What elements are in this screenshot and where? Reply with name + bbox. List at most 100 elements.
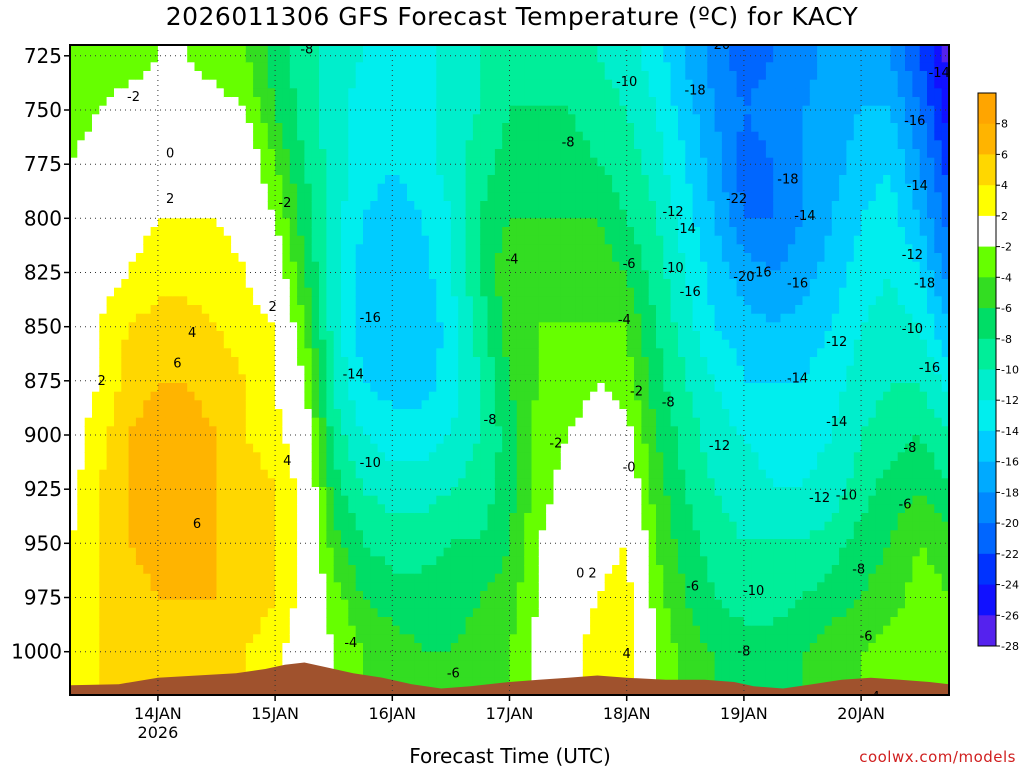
temperature-cell (289, 45, 298, 55)
temperature-cell (187, 114, 196, 124)
temperature-cell (253, 305, 261, 315)
temperature-cell (282, 651, 291, 661)
temperature-cell (223, 97, 232, 107)
temperature-cell (538, 339, 547, 349)
temperature-cell (311, 192, 320, 202)
temperature-cell (275, 400, 283, 410)
temperature-cell (392, 114, 401, 124)
temperature-cell (524, 513, 533, 523)
temperature-cell (187, 313, 196, 323)
temperature-cell (399, 461, 408, 471)
temperature-cell (187, 625, 196, 635)
temperature-cell (494, 140, 503, 150)
temperature-cell (99, 556, 108, 566)
temperature-cell (385, 660, 393, 670)
temperature-cell (465, 617, 474, 627)
temperature-cell (355, 140, 364, 150)
temperature-cell (150, 383, 159, 393)
temperature-cell (494, 79, 503, 89)
temperature-cell (84, 504, 93, 514)
temperature-cell (385, 114, 393, 124)
temperature-cell (370, 565, 379, 575)
temperature-cell (363, 149, 371, 159)
temperature-cell (355, 365, 364, 375)
temperature-cell (194, 253, 203, 263)
temperature-cell (253, 53, 261, 63)
temperature-cell (487, 582, 496, 592)
temperature-cell (450, 227, 459, 237)
temperature-cell (121, 409, 130, 419)
temperature-cell (297, 391, 305, 401)
temperature-cell (165, 45, 174, 55)
temperature-cell (209, 131, 218, 141)
temperature-cell (458, 556, 467, 566)
temperature-cell (157, 513, 166, 523)
temperature-cell (538, 634, 547, 644)
temperature-cell (92, 71, 100, 81)
temperature-cell (407, 218, 415, 228)
temperature-cell (70, 426, 78, 436)
temperature-cell (201, 192, 210, 202)
temperature-cell (465, 227, 474, 237)
temperature-cell (128, 504, 137, 514)
temperature-cell (392, 669, 401, 679)
temperature-cell (326, 305, 335, 315)
temperature-cell (238, 625, 247, 635)
temperature-cell (443, 565, 452, 575)
temperature-cell (106, 426, 115, 436)
temperature-cell (216, 565, 225, 575)
temperature-cell (553, 409, 562, 419)
temperature-cell (487, 556, 496, 566)
temperature-cell (363, 547, 371, 557)
temperature-cell (355, 88, 364, 98)
temperature-cell (319, 452, 327, 462)
temperature-cell (333, 365, 342, 375)
temperature-cell (216, 62, 225, 72)
temperature-cell (150, 478, 159, 488)
temperature-cell (165, 279, 174, 289)
temperature-cell (297, 97, 305, 107)
temperature-cell (458, 504, 467, 514)
temperature-cell (253, 287, 261, 297)
temperature-cell (223, 305, 232, 315)
temperature-cell (179, 409, 188, 419)
temperature-cell (128, 114, 137, 124)
temperature-cell (341, 123, 349, 133)
temperature-cell (355, 461, 364, 471)
temperature-cell (275, 469, 283, 479)
temperature-cell (399, 495, 408, 505)
temperature-cell (157, 365, 166, 375)
temperature-cell (223, 287, 232, 297)
temperature-cell (231, 296, 239, 306)
temperature-cell (70, 565, 78, 575)
temperature-cell (363, 565, 371, 575)
temperature-cell (509, 608, 518, 618)
temperature-cell (201, 495, 210, 505)
temperature-cell (289, 131, 298, 141)
temperature-cell (333, 391, 342, 401)
temperature-cell (157, 287, 166, 297)
temperature-cell (282, 599, 291, 609)
temperature-cell (143, 244, 152, 254)
temperature-cell (77, 487, 86, 497)
temperature-cell (275, 183, 283, 193)
temperature-cell (428, 469, 437, 479)
temperature-cell (458, 261, 467, 271)
temperature-cell (494, 53, 503, 63)
temperature-cell (231, 495, 239, 505)
temperature-cell (472, 617, 481, 627)
temperature-cell (458, 79, 467, 89)
temperature-cell (106, 149, 115, 159)
temperature-cell (135, 313, 144, 323)
temperature-cell (392, 62, 401, 72)
temperature-cell (319, 417, 327, 427)
temperature-cell (333, 582, 342, 592)
temperature-cell (363, 253, 371, 263)
temperature-cell (436, 45, 445, 55)
temperature-cell (282, 209, 291, 219)
temperature-cell (143, 105, 152, 115)
temperature-cell (135, 391, 144, 401)
temperature-cell (450, 296, 459, 306)
temperature-cell (428, 183, 437, 193)
temperature-cell (245, 296, 254, 306)
